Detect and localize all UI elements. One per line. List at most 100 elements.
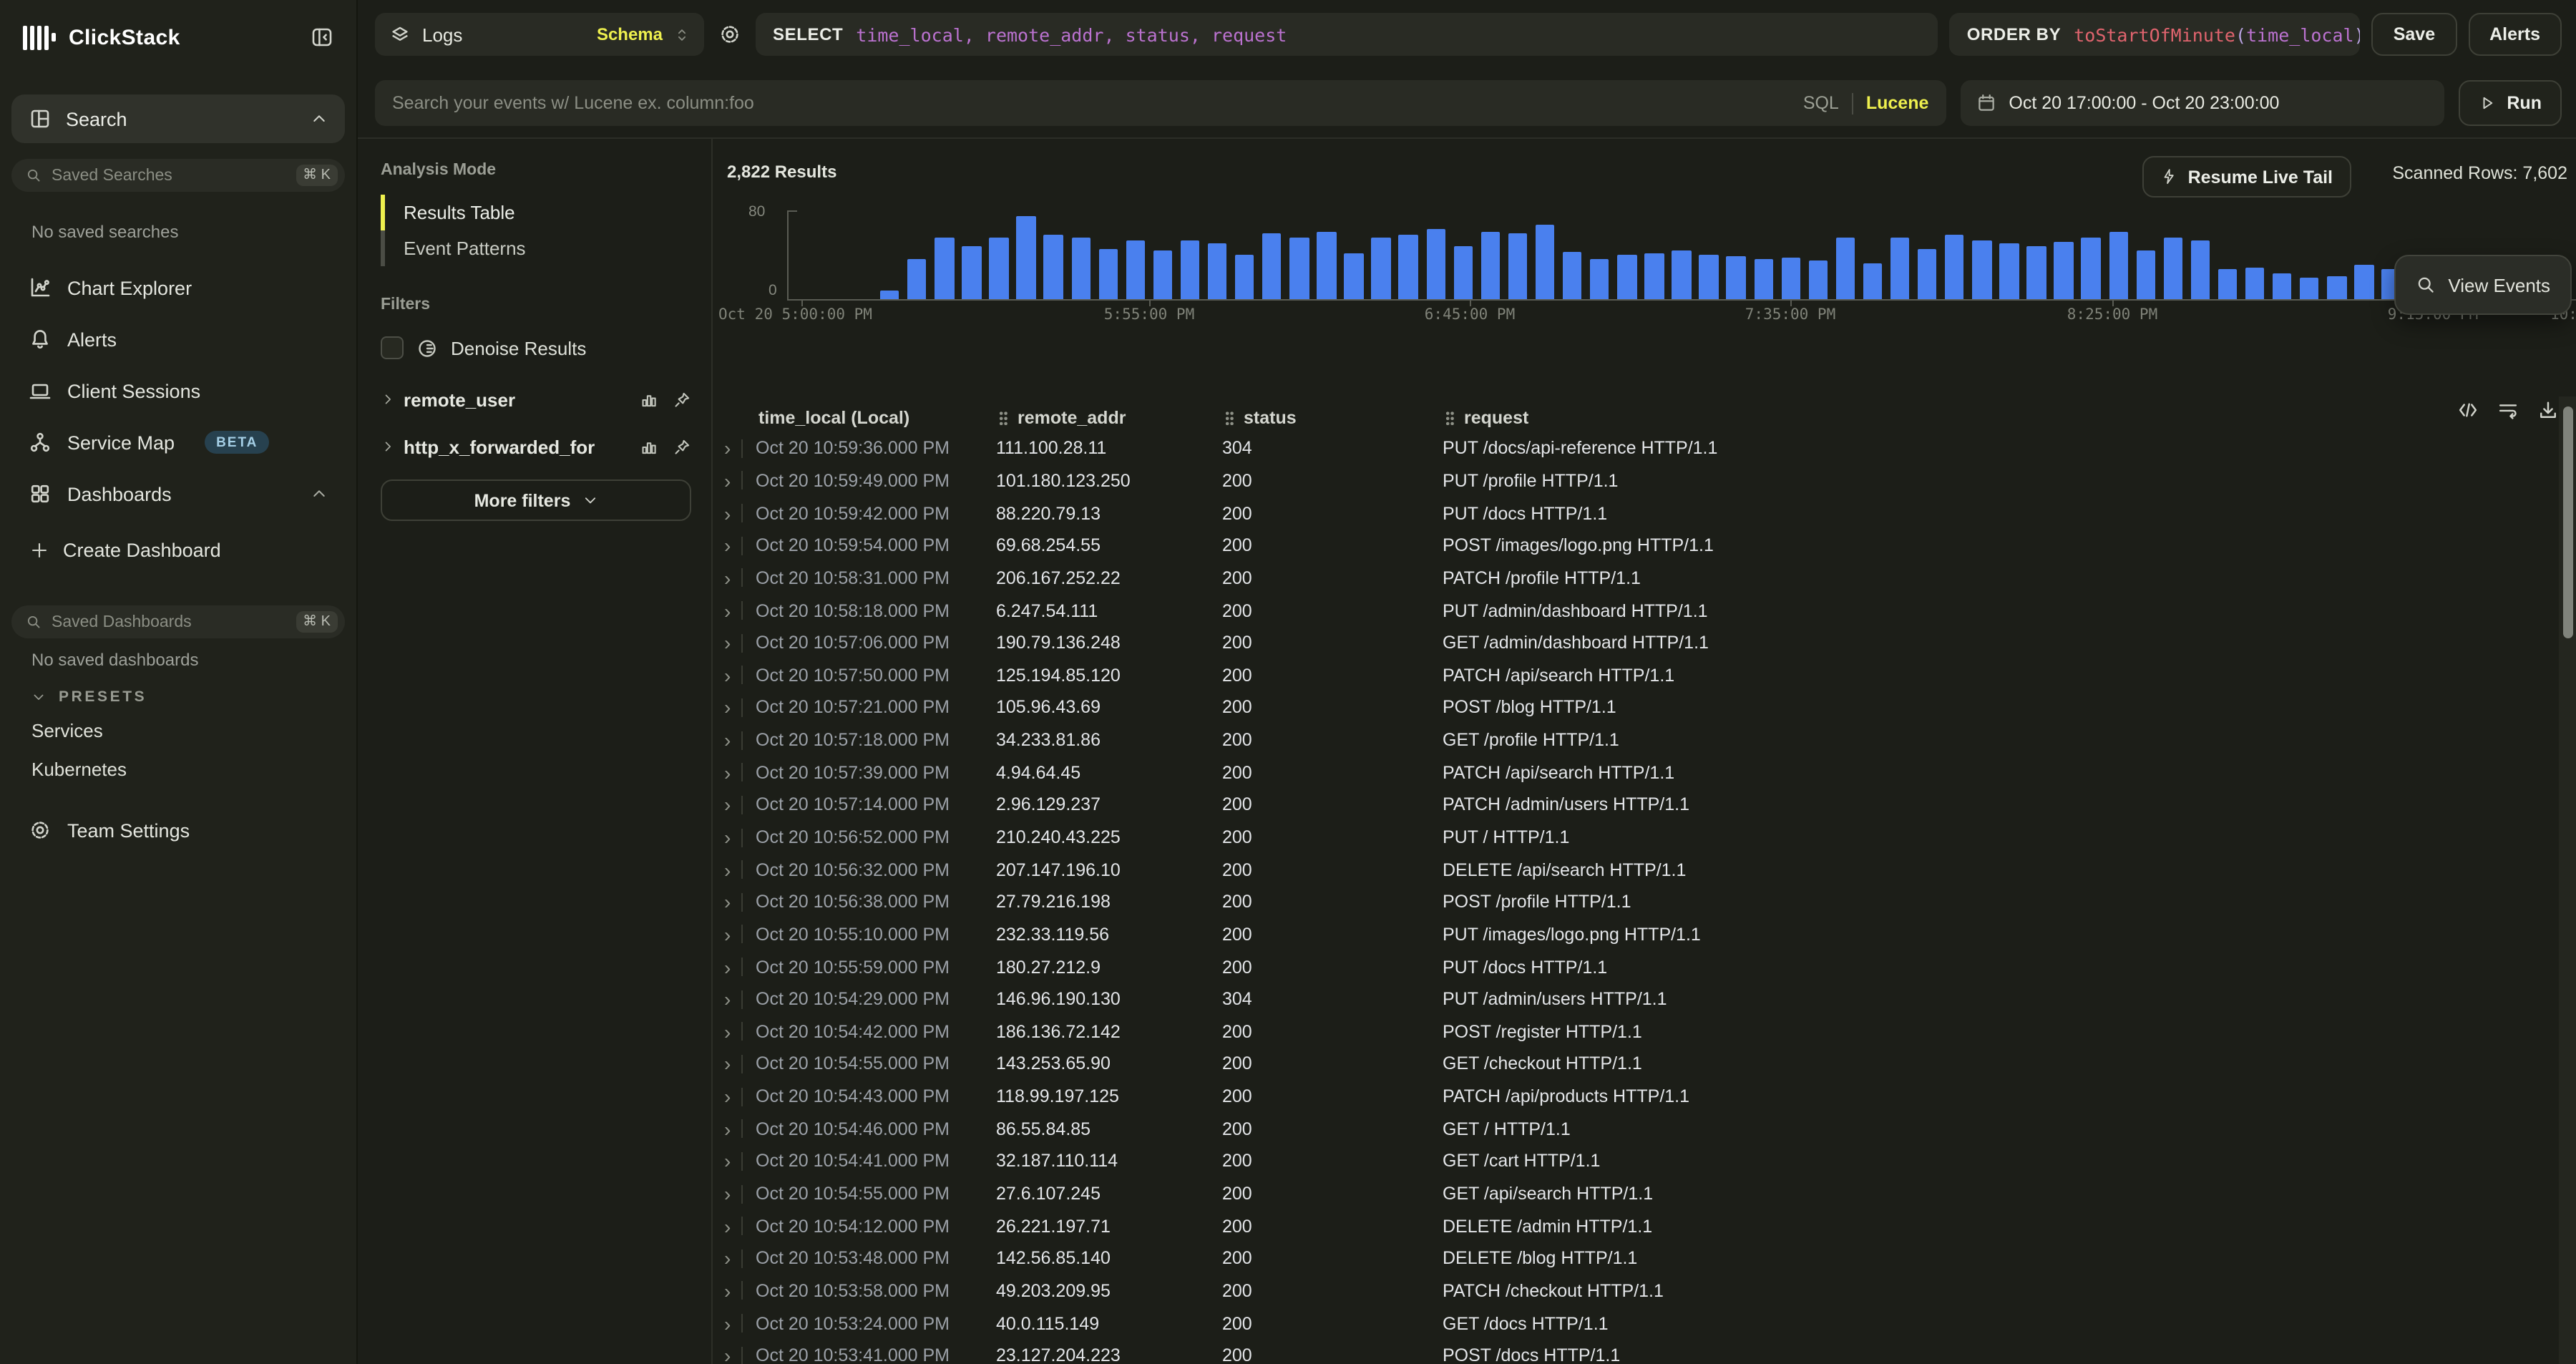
sidebar-item-service-map[interactable]: Service Map BETA (11, 416, 345, 468)
row-expand-icon[interactable]: › (724, 534, 731, 557)
row-expand-icon[interactable]: › (724, 1247, 731, 1270)
orderby-input[interactable]: ORDER BY toStartOfMinute(time_local) DES… (1949, 13, 2361, 56)
table-row[interactable]: › Oct 20 10:58:18.000 PM 6.247.54.111 200 PU… (713, 594, 2556, 626)
row-expand-icon[interactable]: › (724, 922, 731, 946)
sql-mode-toggle[interactable]: SQL (1802, 93, 1839, 113)
drag-handle-icon[interactable] (1445, 411, 1454, 425)
row-expand-icon[interactable]: › (724, 793, 731, 817)
row-expand-icon[interactable]: › (724, 566, 731, 590)
table-row[interactable]: › Oct 20 10:55:59.000 PM 180.27.212.9 200 PU… (713, 951, 2556, 983)
code-icon[interactable] (2457, 399, 2479, 421)
run-button[interactable]: Run (2458, 80, 2562, 126)
mode-results-table[interactable]: Results Table (381, 195, 691, 230)
row-expand-icon[interactable]: › (724, 1085, 731, 1109)
table-row[interactable]: › Oct 20 10:54:41.000 PM 32.187.110.114 200… (713, 1145, 2556, 1177)
filter-field-remote-user[interactable]: remote_user (381, 381, 691, 418)
sidebar-item-dashboards[interactable]: Dashboards (11, 468, 345, 520)
table-row[interactable]: › Oct 20 10:54:55.000 PM 143.253.65.90 200 G… (713, 1048, 2556, 1080)
table-row[interactable]: › Oct 20 10:54:43.000 PM 118.99.197.125 200… (713, 1081, 2556, 1113)
row-expand-icon[interactable]: › (724, 1149, 731, 1173)
drag-handle-icon[interactable] (999, 411, 1008, 425)
row-expand-icon[interactable]: › (724, 631, 731, 655)
table-row[interactable]: › Oct 20 10:58:31.000 PM 206.167.252.22 200… (713, 562, 2556, 594)
sidebar-item-chart-explorer[interactable]: Chart Explorer (11, 262, 345, 313)
table-row[interactable]: › Oct 20 10:54:42.000 PM 186.136.72.142 200… (713, 1015, 2556, 1048)
resume-live-tail-button[interactable]: Resume Live Tail (2142, 156, 2351, 198)
row-expand-icon[interactable]: › (724, 1344, 731, 1364)
row-expand-icon[interactable]: › (724, 761, 731, 784)
row-expand-icon[interactable]: › (724, 1052, 731, 1076)
view-events-tooltip[interactable]: View Events (2394, 255, 2572, 315)
event-search-input[interactable]: Search your events w/ Lucene ex. column:… (375, 80, 1946, 126)
column-header-remote-addr[interactable]: remote_addr (999, 408, 1225, 428)
preset-item-kubernetes[interactable]: Kubernetes (31, 758, 127, 779)
table-row[interactable]: › Oct 20 10:57:50.000 PM 125.194.85.120 200… (713, 659, 2556, 691)
table-row[interactable]: › Oct 20 10:57:21.000 PM 105.96.43.69 200 PO… (713, 691, 2556, 724)
mode-event-patterns[interactable]: Event Patterns (381, 230, 691, 266)
row-expand-icon[interactable]: › (724, 502, 731, 525)
filter-field-http-x-forwarded-for[interactable]: http_x_forwarded_for (381, 428, 691, 465)
table-row[interactable]: › Oct 20 10:54:55.000 PM 27.6.107.245 200 GE… (713, 1177, 2556, 1209)
text-wrap-icon[interactable] (2497, 399, 2519, 421)
lucene-mode-toggle[interactable]: Lucene (1865, 93, 1929, 113)
source-select[interactable]: Logs Schema (375, 13, 704, 56)
row-expand-icon[interactable]: › (724, 1182, 731, 1206)
table-row[interactable]: › Oct 20 10:56:52.000 PM 210.240.43.225 200… (713, 821, 2556, 853)
row-expand-icon[interactable]: › (724, 1312, 731, 1335)
table-row[interactable]: › Oct 20 10:53:41.000 PM 23.127.204.223 200… (713, 1340, 2556, 1364)
table-row[interactable]: › Oct 20 10:54:29.000 PM 146.96.190.130 304… (713, 983, 2556, 1015)
table-row[interactable]: › Oct 20 10:53:24.000 PM 40.0.115.149 200 GE… (713, 1307, 2556, 1340)
table-row[interactable]: › Oct 20 10:57:39.000 PM 4.94.64.45 200 PATC… (713, 756, 2556, 789)
row-expand-icon[interactable]: › (724, 469, 731, 492)
denoise-results-toggle[interactable]: Denoise Results (381, 332, 691, 364)
table-row[interactable]: › Oct 20 10:56:38.000 PM 27.79.216.198 200 P… (713, 886, 2556, 918)
column-header-status[interactable]: status (1225, 408, 1445, 428)
time-range-picker[interactable]: Oct 20 17:00:00 - Oct 20 23:00:00 (1960, 80, 2444, 126)
row-expand-icon[interactable]: › (724, 1020, 731, 1043)
row-expand-icon[interactable]: › (724, 599, 731, 623)
drag-handle-icon[interactable] (1225, 411, 1234, 425)
source-settings-gear-icon[interactable] (716, 23, 744, 46)
column-header-time-local[interactable]: time_local (Local) (758, 408, 910, 428)
create-dashboard-button[interactable]: Create Dashboard (11, 528, 345, 571)
row-expand-icon[interactable]: › (724, 858, 731, 882)
download-icon[interactable] (2537, 399, 2559, 421)
team-settings-button[interactable]: Team Settings (11, 809, 345, 852)
table-row[interactable]: › Oct 20 10:55:10.000 PM 232.33.119.56 200 P… (713, 918, 2556, 950)
table-row[interactable]: › Oct 20 10:53:48.000 PM 142.56.85.140 200 D… (713, 1242, 2556, 1275)
saved-searches-input[interactable]: Saved Searches ⌘ K (11, 159, 345, 192)
row-expand-icon[interactable]: › (724, 890, 731, 914)
table-row[interactable]: › Oct 20 10:59:54.000 PM 69.68.254.55 200 PO… (713, 530, 2556, 562)
table-row[interactable]: › Oct 20 10:59:42.000 PM 88.220.79.13 200 PU… (713, 497, 2556, 530)
table-row[interactable]: › Oct 20 10:57:06.000 PM 190.79.136.248 200… (713, 627, 2556, 659)
pin-icon[interactable] (673, 390, 691, 409)
preset-item-services[interactable]: Services (31, 719, 103, 741)
sidebar-item-alerts[interactable]: Alerts (11, 313, 345, 365)
table-row[interactable]: › Oct 20 10:54:12.000 PM 26.221.197.71 200 D… (713, 1210, 2556, 1242)
row-expand-icon[interactable]: › (724, 729, 731, 752)
pin-icon[interactable] (673, 437, 691, 456)
denoise-checkbox[interactable] (381, 336, 404, 359)
row-expand-icon[interactable]: › (724, 955, 731, 979)
table-row[interactable]: › Oct 20 10:57:18.000 PM 34.233.81.86 200 GE… (713, 724, 2556, 756)
sidebar-item-client-sessions[interactable]: Client Sessions (11, 365, 345, 416)
save-button[interactable]: Save (2371, 13, 2457, 56)
results-histogram[interactable] (880, 213, 2576, 299)
presets-section-toggle[interactable]: PRESETS (11, 687, 345, 707)
row-expand-icon[interactable]: › (724, 663, 731, 687)
alerts-button[interactable]: Alerts (2468, 13, 2562, 56)
row-expand-icon[interactable]: › (724, 1117, 731, 1141)
table-row[interactable]: › Oct 20 10:57:14.000 PM 2.96.129.237 200 PA… (713, 789, 2556, 821)
table-row[interactable]: › Oct 20 10:59:49.000 PM 101.180.123.250 20… (713, 464, 2556, 497)
collapse-sidebar-icon[interactable] (311, 26, 333, 49)
row-expand-icon[interactable]: › (724, 826, 731, 849)
table-row[interactable]: › Oct 20 10:59:36.000 PM 111.100.28.11 304 P… (713, 432, 2556, 464)
field-chart-icon[interactable] (640, 390, 658, 409)
row-expand-icon[interactable]: › (724, 988, 731, 1011)
saved-dashboards-input[interactable]: Saved Dashboards ⌘ K (11, 605, 345, 638)
sidebar-item-search[interactable]: Search (11, 94, 345, 143)
select-columns-input[interactable]: SELECT time_local, remote_addr, status, … (756, 13, 1938, 56)
row-expand-icon[interactable]: › (724, 1214, 731, 1238)
table-row[interactable]: › Oct 20 10:56:32.000 PM 207.147.196.10 200… (713, 854, 2556, 886)
row-expand-icon[interactable]: › (724, 696, 731, 719)
